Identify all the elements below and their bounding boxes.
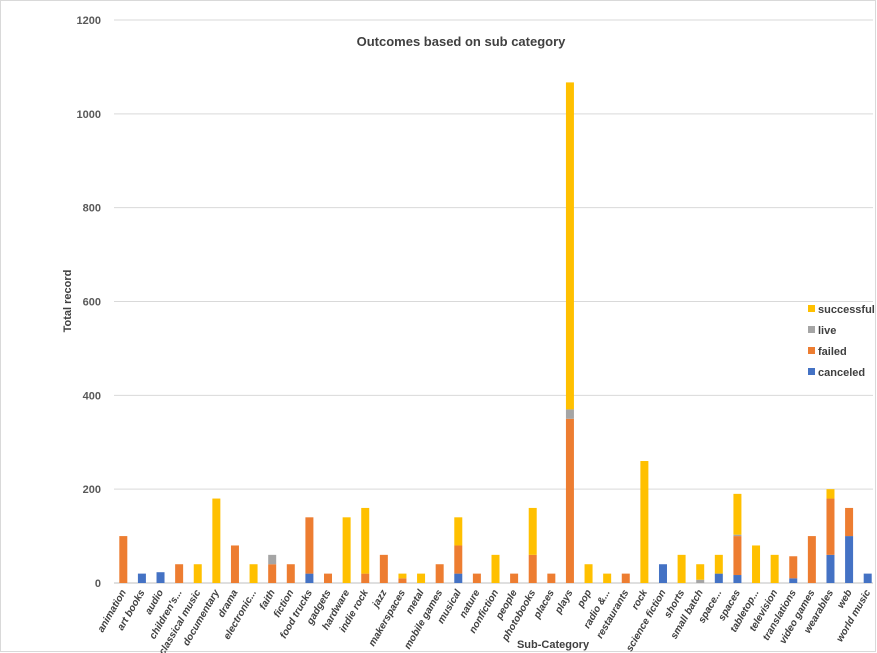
bar-segment-failed [305,517,314,574]
x-axis-title: Sub-Category [517,639,590,651]
bar-segment-successful [696,564,705,580]
bar-segment-successful [770,554,779,583]
bar-segment-failed [565,418,574,583]
bar-segment-successful [417,573,426,583]
bar-segment-failed [733,536,742,576]
bar-segment-failed [379,554,388,583]
gridlines [114,19,873,584]
bar-segment-failed [361,573,370,583]
bar-segment-live [733,534,742,537]
bars [119,82,872,583]
y-tick-label: 0 [95,578,101,590]
bar-segment-successful [826,489,835,499]
y-tick-label: 1200 [77,15,101,27]
bar-segment-failed [454,545,463,574]
chart-title: Outcomes based on sub category [357,34,567,49]
bar-segment-failed [807,536,816,583]
bar-segment-failed [398,578,407,583]
legend-label-successful: successful [818,304,875,316]
bar-segment-successful [733,493,742,535]
legend-label-failed: failed [818,346,847,358]
bar-segment-successful [398,573,407,579]
bar-segment-canceled [714,573,723,583]
bar-segment-successful [565,82,574,410]
bar-segment-canceled [454,573,463,583]
bar-segment-failed [826,498,835,555]
bar-segment-successful [752,545,761,583]
bar-segment-canceled [826,554,835,583]
legend-swatch-live [808,326,815,333]
bar-segment-failed [472,573,481,583]
bar-segment-live [565,409,574,419]
y-tick-label: 1000 [77,109,101,121]
bar-segment-successful [528,507,537,555]
bar-segment-live [268,554,277,565]
bar-segment-successful [212,498,221,583]
bar-segment-live [696,579,705,583]
bar-segment-successful [584,564,593,583]
bar-segment-canceled [789,578,798,583]
bar-segment-failed [621,573,630,583]
y-tick-label: 800 [83,203,101,215]
bar-segment-failed [268,564,277,583]
legend-label-canceled: canceled [818,367,865,379]
legend-swatch-canceled [808,368,815,375]
legend: successful live failed canceled [808,304,875,379]
bar-segment-successful [249,564,258,583]
bar-segment-canceled [863,573,872,583]
bar-segment-failed [845,507,854,537]
bar-segment-canceled [733,575,742,583]
bar-segment-failed [119,536,128,583]
y-tick-label: 400 [83,390,101,402]
bar-segment-successful [677,554,686,583]
y-tick-label: 200 [83,484,101,496]
bar-segment-successful [454,517,463,546]
bar-segment-canceled [658,564,667,583]
legend-swatch-successful [808,305,815,312]
bar-segment-successful [603,573,612,583]
legend-label-live: live [818,325,836,337]
bar-segment-failed [435,564,444,583]
y-axis-title: Total record [62,270,74,333]
category-label: plays [553,588,576,617]
bar-segment-successful [640,461,649,583]
legend-swatch-failed [808,347,815,354]
bar-segment-failed [547,573,556,583]
bar-segment-failed [528,554,537,583]
bar-segment-canceled [305,573,314,583]
bar-segment-canceled [137,573,146,583]
bar-segment-successful [342,517,351,583]
bar-segment-canceled [156,572,165,583]
bar-segment-failed [286,564,295,583]
bar-segment-failed [510,573,519,583]
bar-segment-successful [491,554,500,583]
bar-segment-canceled [845,536,854,583]
bar-segment-successful [714,554,723,574]
bar-segment-successful [361,507,370,574]
bar-segment-failed [175,564,184,583]
bar-segment-successful [193,564,202,583]
y-tick-labels: 0 200 400 600 800 1000 1200 [77,15,101,590]
bar-segment-failed [324,573,333,583]
bar-segment-failed [230,545,239,583]
y-tick-label: 600 [83,297,101,309]
bar-segment-failed [789,556,798,579]
